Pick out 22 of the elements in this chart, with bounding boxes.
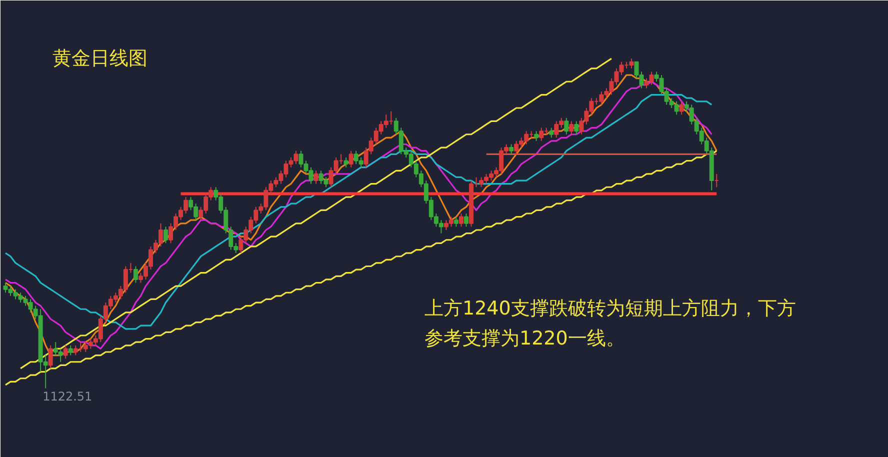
annotation: 上方1240支撑跌破转为短期上方阻力，下方参考支撑为1220一线。 bbox=[424, 298, 796, 350]
candlestick bbox=[314, 170, 318, 184]
candlestick bbox=[574, 120, 579, 135]
candlestick bbox=[679, 100, 684, 116]
candlestick bbox=[564, 117, 569, 135]
candlestick bbox=[48, 344, 53, 369]
candlestick bbox=[133, 266, 138, 284]
candlestick bbox=[539, 127, 544, 142]
text: 1122.51 bbox=[42, 389, 92, 404]
candlestick bbox=[63, 344, 68, 360]
candlestick bbox=[454, 216, 458, 228]
candlestick bbox=[164, 226, 168, 244]
candlestick bbox=[348, 150, 354, 168]
candlestick bbox=[68, 344, 73, 356]
candlestick bbox=[344, 156, 348, 168]
candlestick bbox=[509, 144, 514, 155]
candlestick bbox=[569, 120, 574, 135]
candlestick bbox=[458, 213, 464, 228]
chart-title: 黄金日线图 bbox=[52, 48, 148, 70]
candlestick bbox=[464, 213, 468, 228]
candlestick bbox=[534, 130, 539, 142]
candlestick bbox=[549, 127, 554, 138]
